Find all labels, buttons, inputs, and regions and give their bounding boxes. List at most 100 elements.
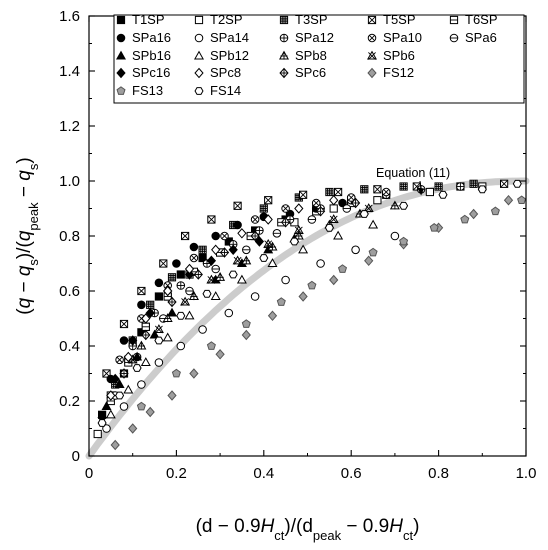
equation-annotation: Equation (11) (376, 166, 450, 180)
fit-curve (85, 177, 530, 460)
data-point (359, 210, 369, 218)
series-fs14 (97, 179, 522, 427)
data-point (281, 204, 290, 213)
legend-marker-spa10 (367, 33, 377, 43)
data-point (154, 336, 164, 345)
legend-marker-spa6 (449, 33, 459, 43)
data-point (299, 190, 308, 199)
legend-marker-spb8 (279, 50, 289, 60)
data-point (293, 225, 304, 235)
legend: T1SP T2SP T3SP T5SP T6SP SPa16 SPa14 SPa12 SPa10… (113, 12, 525, 104)
data-point (298, 244, 309, 254)
data-point (325, 187, 334, 197)
data-point (263, 214, 273, 225)
y-tick-label: 0.4 (59, 338, 80, 355)
data-point (206, 341, 216, 350)
data-point (184, 269, 195, 280)
data-point (267, 258, 278, 268)
series-spb12 (105, 219, 379, 419)
data-point (167, 307, 177, 317)
data-point (250, 215, 260, 224)
series-spa14 (102, 231, 400, 433)
legend-label-spb6: SPb6 (383, 48, 415, 63)
data-point (429, 223, 439, 232)
data-point (119, 402, 129, 411)
data-point (181, 231, 190, 241)
data-point (368, 247, 378, 257)
data-point (159, 259, 168, 268)
data-point (167, 390, 177, 401)
legend-label-fs12: FS12 (383, 65, 414, 80)
data-point (373, 196, 382, 205)
legend-marker-fs14 (194, 87, 204, 95)
data-point (119, 336, 129, 345)
data-point (255, 226, 264, 235)
data-point (425, 187, 434, 197)
data-point (281, 275, 290, 285)
data-point (202, 289, 212, 298)
legend-marker-spb16 (116, 50, 126, 60)
data-point (237, 228, 247, 239)
data-point (228, 270, 238, 279)
data-point (298, 291, 308, 302)
y-tick-label: 1.6 (59, 8, 80, 25)
y-tick-label: 0.6 (59, 283, 80, 300)
data-point (438, 190, 448, 199)
data-point (206, 255, 217, 267)
data-point (180, 296, 191, 306)
data-point (184, 310, 195, 320)
legend-marker-spc16 (116, 67, 126, 79)
legend-marker-t1sp (116, 15, 126, 25)
data-point (206, 274, 217, 284)
data-point (228, 244, 238, 256)
data-point (198, 325, 207, 334)
data-point (334, 187, 343, 197)
axis-ticks-layer: 0 0.2 0.4 0.6 0.8 1.0 0 0.2 0.4 0.6 0.8 1.0 1.2 1.4 1.… (59, 8, 536, 482)
data-point (185, 286, 194, 296)
annotation-arrow-head (417, 187, 425, 196)
data-point (210, 291, 221, 301)
data-point (128, 423, 138, 434)
data-point (188, 291, 199, 301)
x-tick-label: 1.0 (516, 465, 537, 482)
data-point (329, 274, 339, 286)
legend-label-t5sp: T5SP (383, 12, 416, 27)
y-axis-title: (q − qs)/(qpeak − qs) (14, 157, 41, 314)
y-tick-label: 1.2 (59, 118, 80, 135)
data-point (141, 313, 151, 324)
series-spc8 (106, 194, 339, 401)
data-point (242, 245, 251, 255)
data-point (140, 357, 151, 367)
data-point (215, 349, 225, 360)
data-point (328, 214, 339, 224)
data-point (456, 182, 465, 191)
data-point (189, 253, 199, 263)
data-point (267, 310, 278, 322)
legend-label-spa12: SPa12 (295, 30, 334, 45)
data-point (189, 242, 199, 252)
data-point (119, 368, 129, 379)
data-point (176, 281, 186, 290)
data-point (399, 236, 409, 246)
data-point (145, 406, 155, 418)
data-point (136, 401, 146, 411)
data-point (276, 297, 286, 306)
data-point (137, 286, 146, 296)
data-point (350, 197, 361, 209)
data-point (233, 220, 242, 230)
legend-marker-t6sp (449, 15, 459, 25)
data-point (346, 193, 356, 202)
legend-label-spb8: SPb8 (295, 48, 327, 63)
data-point (154, 278, 164, 288)
data-point (293, 230, 304, 240)
data-point (141, 329, 151, 341)
legend-marker-spa16 (116, 33, 126, 43)
legend-label-fs14: FS14 (210, 83, 241, 98)
data-point (517, 195, 527, 205)
data-point (434, 182, 443, 191)
x-axis-title: (d − 0.9Hct)/(dpeak − 0.9Hct) (196, 516, 420, 543)
data-point (128, 335, 138, 346)
legend-marker-t2sp (194, 15, 204, 25)
legend-label-spa6: SPa6 (465, 30, 497, 45)
data-point (311, 198, 321, 208)
